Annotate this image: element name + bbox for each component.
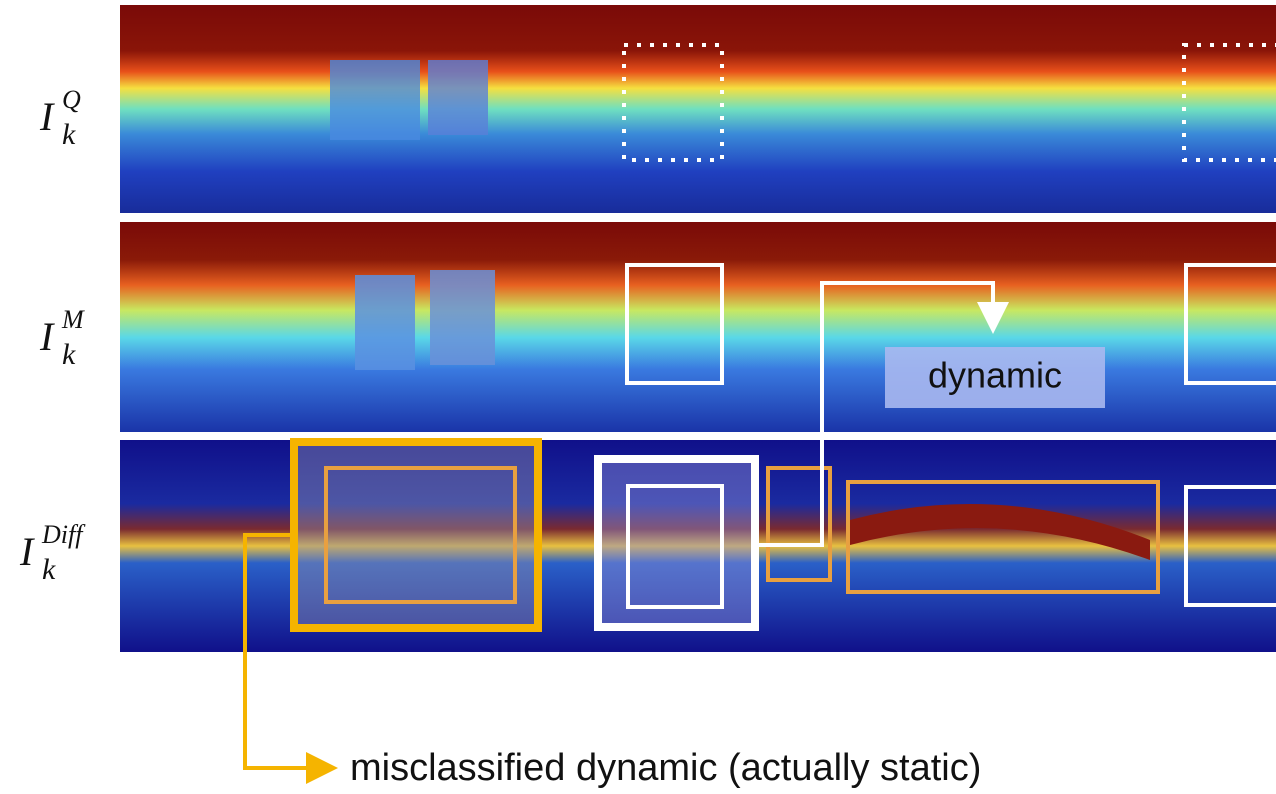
panels — [120, 5, 1276, 768]
label-sub: k — [42, 553, 56, 586]
figure: IQkIMkIDiffk dynamic misclassified dynam… — [0, 0, 1276, 794]
label-base: I — [39, 314, 55, 359]
dynamic-label: dynamic — [928, 355, 1062, 396]
object — [430, 270, 495, 365]
object — [355, 275, 415, 370]
label-base: I — [19, 529, 35, 574]
label-base: I — [39, 94, 55, 139]
misclassified-label: misclassified dynamic (actually static) — [350, 747, 981, 789]
object — [330, 60, 420, 140]
object — [428, 60, 488, 135]
label-sup: Q — [62, 85, 81, 114]
label-sup: Diff — [41, 520, 86, 549]
label-sub: k — [62, 118, 76, 151]
range-image-query — [120, 5, 1276, 213]
label-sub: k — [62, 338, 76, 371]
label-sup: M — [61, 305, 85, 334]
